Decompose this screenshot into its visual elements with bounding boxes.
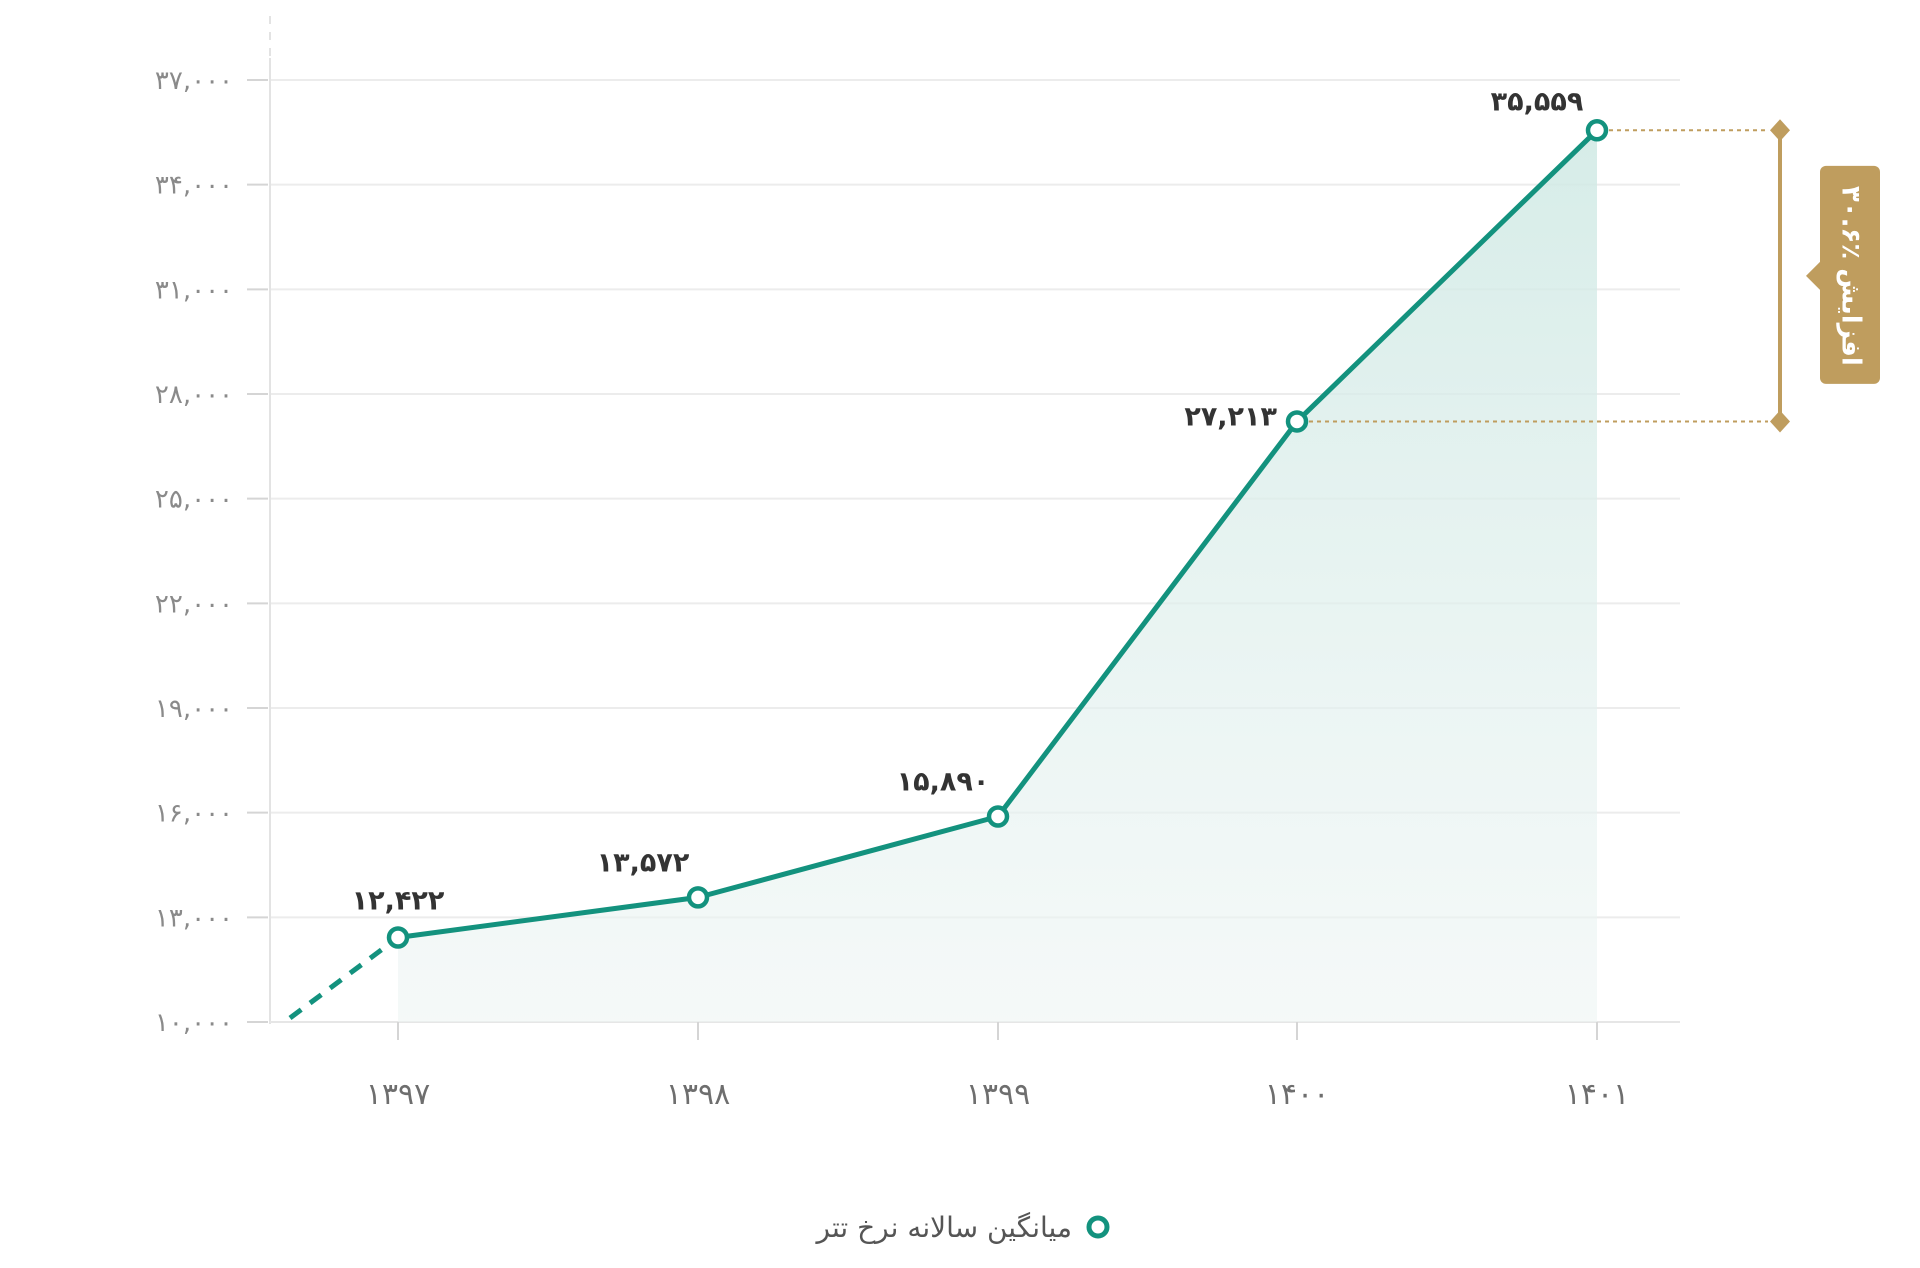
annotation-diamond	[1770, 410, 1790, 433]
data-label: ۱۵,۸۹۰	[897, 767, 990, 798]
annotation-text: ۳۰.۶٪ افزایش	[1836, 186, 1866, 366]
x-tick-label: ۱۳۹۷	[366, 1077, 430, 1112]
y-tick-label: ۱۰,۰۰۰	[155, 1008, 233, 1038]
annotation-badge-pointer	[1806, 261, 1820, 290]
data-point	[686, 886, 710, 909]
y-tick-label: ۱۳,۰۰۰	[155, 903, 233, 933]
y-tick-label: ۲۲,۰۰۰	[155, 589, 233, 619]
data-label: ۱۳,۵۷۲	[597, 847, 690, 878]
grid-layer	[270, 79, 1680, 919]
y-tick-label: ۱۹,۰۰۰	[155, 694, 233, 724]
y-tick-label: ۳۷,۰۰۰	[155, 66, 233, 96]
data-point	[986, 805, 1010, 828]
data-point	[386, 926, 410, 949]
data-point	[1585, 119, 1609, 142]
legend-label: میانگین سالانه نرخ تتر	[815, 1211, 1072, 1244]
data-point	[1285, 410, 1309, 433]
legend: میانگین سالانه نرخ تتر	[815, 1211, 1110, 1244]
data-label: ۱۲,۴۲۲	[352, 885, 445, 916]
y-tick-label: ۲۸,۰۰۰	[155, 380, 233, 410]
data-label: ۳۵,۵۵۹	[1491, 86, 1584, 117]
series-lead-in-dashed	[288, 935, 400, 1021]
annotation-badge	[1820, 165, 1880, 384]
axis-layer: ۱۰,۰۰۰ ۱۳,۰۰۰ ۱۶,۰۰۰ ۱۹,۰۰۰ ۲۲,۰۰۰ ۲۵,۰۰۰ ۲۸,۰…	[155, 16, 1680, 1112]
point-layer	[386, 119, 1609, 949]
y-tick-label: ۳۱,۰۰۰	[155, 275, 233, 305]
x-tick-label: ۱۳۹۹	[966, 1077, 1030, 1112]
legend-marker	[1086, 1215, 1110, 1239]
x-tick-label: ۱۴۰۱	[1565, 1077, 1629, 1112]
y-tick-label: ۲۵,۰۰۰	[155, 485, 233, 515]
x-tick-label: ۱۳۹۸	[666, 1077, 730, 1112]
label-layer: ۱۲,۴۲۲ ۱۳,۵۷۲ ۱۵,۸۹۰ ۲۷,۲۱۳ ۳۵,۵۵۹	[352, 86, 1584, 916]
annotation-layer: ۳۰.۶٪ افزایش	[1309, 119, 1880, 433]
y-tick-label: ۳۴,۰۰۰	[155, 171, 233, 201]
annotation-diamond	[1770, 119, 1790, 142]
y-tick-label: ۱۶,۰۰۰	[155, 799, 233, 829]
x-tick-label: ۱۴۰۰	[1265, 1077, 1329, 1112]
data-label: ۲۷,۲۱۳	[1184, 401, 1277, 432]
area-layer	[398, 130, 1597, 1022]
series-area	[398, 130, 1597, 1022]
